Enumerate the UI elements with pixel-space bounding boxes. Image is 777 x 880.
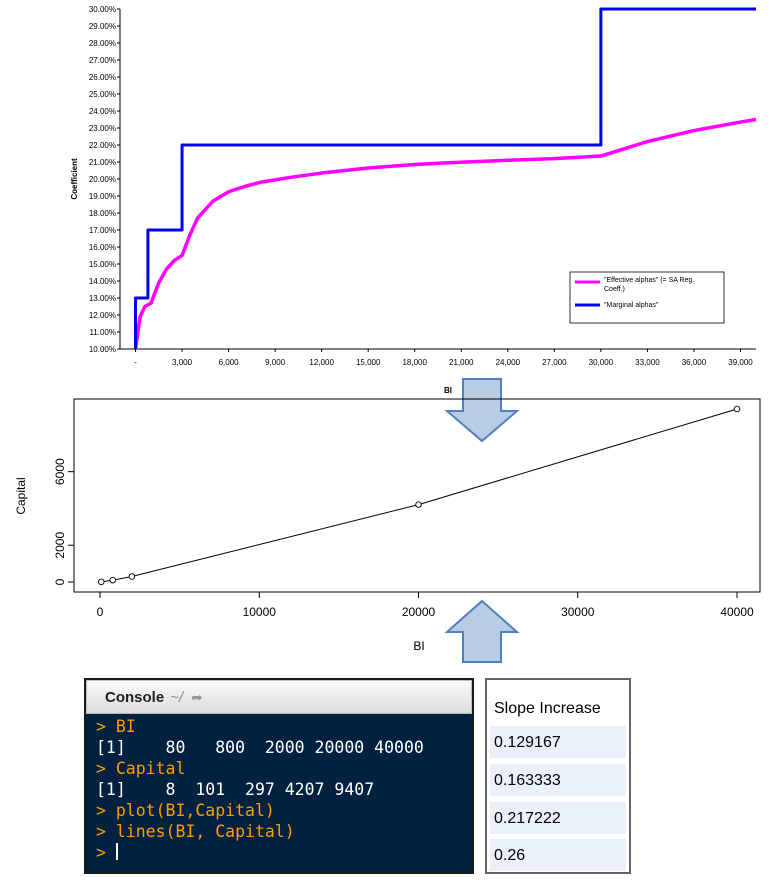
y-tick-label: 11.00%: [89, 328, 116, 337]
slope-table-header: Slope Increase: [490, 692, 626, 725]
x-tick-label: 30000: [561, 605, 595, 619]
x-tick-label: 15,000: [356, 358, 381, 367]
slope-table-row: 0.26: [490, 839, 626, 872]
console-command-line: > lines(BI, Capital): [96, 822, 295, 841]
y-tick-label: 17.00%: [89, 226, 116, 235]
x-tick-label: 0: [97, 605, 104, 619]
y-axis-label: Capital: [14, 477, 28, 514]
y-tick-label: 28.00%: [89, 39, 116, 48]
data-point: [98, 578, 105, 586]
slope-table-row: 0.163333: [490, 764, 626, 797]
legend-label-cont: Coeff.): [604, 286, 625, 293]
slope-increase-table: Slope Increase 0.129167 0.163333 0.21722…: [485, 678, 631, 874]
console-header: Console ~/ ➦: [86, 680, 472, 714]
slope-table-row: 0.217222: [490, 802, 626, 835]
y-tick-label: 21.00%: [89, 158, 116, 167]
console-command-line: > plot(BI,Capital): [96, 801, 275, 820]
x-tick-label: 30,000: [589, 358, 614, 367]
y-tick-label: 23.00%: [89, 124, 116, 133]
plot-frame: [73, 398, 761, 593]
coefficient-chart: 10.00% 11.00% 12.00% 13.00% 14.00% 15.00% 16.0…: [70, 5, 757, 395]
x-tick-label: 6,000: [219, 358, 240, 367]
share-arrow-icon[interactable]: ➦: [191, 688, 203, 705]
x-tick-label: 12,000: [309, 358, 334, 367]
console-command-line: > BI: [96, 717, 136, 736]
y-tick-label: 16.00%: [89, 243, 116, 252]
x-tick-label: 39,000: [728, 358, 753, 367]
legend-label: "Marginal alphas": [604, 302, 659, 309]
y-tick-label: 20.00%: [89, 175, 116, 184]
y-tick-label: 25.00%: [89, 90, 116, 99]
y-tick-label: 2000: [53, 532, 67, 559]
data-point: [128, 573, 136, 580]
console-command-line: > Capital: [96, 759, 186, 778]
x-axis-label: BI: [413, 639, 424, 653]
down-arrow-icon: [444, 378, 520, 443]
legend-label: "Effective alphas" (= SA Reg.: [604, 277, 694, 284]
x-tick-label: 3,000: [172, 358, 193, 367]
x-tick-label: 33,000: [635, 358, 660, 367]
x-tick-label: 36,000: [682, 358, 707, 367]
y-tick-label: 22.00%: [89, 141, 116, 150]
y-tick-label: 27.00%: [89, 56, 116, 65]
x-tick-label: 20000: [402, 605, 436, 619]
y-tick-label: 30.00%: [89, 5, 116, 14]
console-output-line: [1] 8 101 297 4207 9407: [96, 780, 375, 799]
x-tick-label: 9,000: [265, 358, 286, 367]
y-tick-label: 6000: [53, 458, 67, 485]
console-title: Console: [105, 688, 165, 706]
y-tick-label: 12.00%: [89, 311, 116, 320]
y-tick-label: 24.00%: [89, 107, 116, 116]
data-point: [109, 576, 116, 584]
x-axis-label: BI: [444, 386, 452, 395]
y-tick-label: 10.00%: [89, 345, 116, 354]
x-tick-label: 10000: [243, 605, 277, 619]
x-tick-label: 18,000: [402, 358, 427, 367]
y-axis-label: Coefficient: [70, 158, 79, 200]
console-output-line: [1] 80 800 2000 20000 40000: [96, 738, 424, 757]
up-arrow-icon: [444, 599, 520, 663]
y-tick-label: 19.00%: [89, 192, 116, 201]
effective-alphas-series: [133, 117, 757, 350]
console-prompt[interactable]: >: [96, 842, 472, 863]
y-tick-label: 13.00%: [89, 294, 116, 303]
x-tick-label: 24,000: [496, 358, 521, 367]
y-tick-label: 26.00%: [89, 73, 116, 82]
capital-line: [101, 408, 738, 583]
y-tick-label: 0: [53, 578, 67, 585]
y-tick-label: 29.00%: [89, 22, 116, 31]
data-point: [415, 501, 422, 508]
x-tick-label: 21,000: [449, 358, 474, 367]
x-tick-label: 27,000: [542, 358, 567, 367]
data-point: [733, 405, 741, 413]
r-console[interactable]: Console ~/ ➦ > BI [1] 80 800 2000 20000 4…: [84, 678, 474, 874]
text-cursor: [115, 843, 118, 860]
y-tick-label: 14.00%: [89, 277, 116, 286]
x-tick-label: 40000: [720, 605, 754, 619]
slope-table-row: 0.129167: [490, 726, 626, 759]
marginal-alphas-series: [134, 7, 756, 349]
y-tick-label: 15.00%: [89, 260, 116, 269]
console-output[interactable]: > BI [1] 80 800 2000 20000 40000 > Capital…: [86, 714, 472, 863]
console-path: ~/: [170, 688, 184, 706]
console-prompt-symbol: >: [96, 843, 116, 862]
y-tick-label: 18.00%: [89, 209, 116, 218]
x-tick-label: -: [134, 358, 137, 367]
